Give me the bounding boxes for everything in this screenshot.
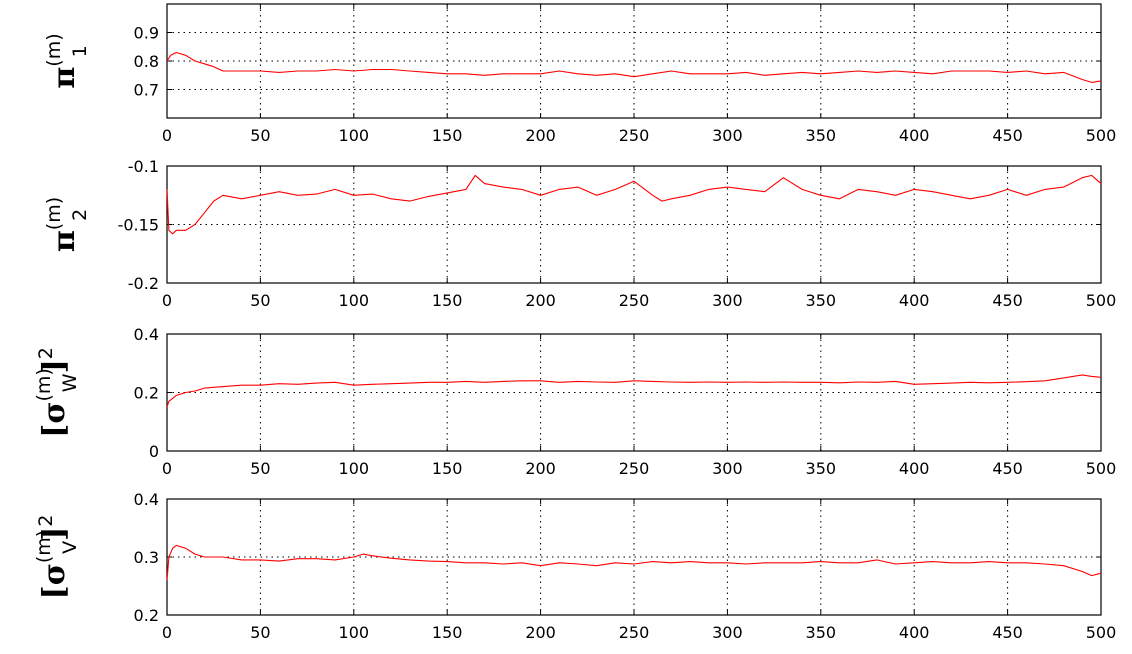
ylabel-power: 2 <box>35 347 57 359</box>
x-tick-label: 350 <box>806 623 837 642</box>
ylabel-subscript: 1 <box>69 45 91 57</box>
ylabel-subscript: 2 <box>69 209 91 221</box>
ylabel-superscript: (m) <box>43 33 65 66</box>
ylabel-bracket-close: ] <box>37 527 72 541</box>
x-tick-label: 100 <box>339 126 370 145</box>
x-tick-label: 0 <box>162 126 172 145</box>
plot-frame <box>166 498 1102 616</box>
x-tick-label: 300 <box>712 126 743 145</box>
x-tick-label: 150 <box>432 126 463 145</box>
x-tick-label: 200 <box>525 291 556 310</box>
series-line <box>166 51 1102 83</box>
x-tick-label: 150 <box>432 623 463 642</box>
x-tick-label: 250 <box>619 126 650 145</box>
y-tick-label: 0.2 <box>134 606 159 625</box>
subplot-4: 0 50 100 150 200 250 300 350 400 450 500 0.2 0.3 0.4 [… <box>33 490 1116 642</box>
y-tick-label: 0.4 <box>134 325 159 344</box>
x-tick-label: 400 <box>899 291 930 310</box>
x-tick-label: 200 <box>525 623 556 642</box>
x-tick-label: 250 <box>619 623 650 642</box>
x-tick-label: 500 <box>1086 459 1117 478</box>
x-tick-label: 450 <box>992 623 1023 642</box>
ylabel-bracket-close: ] <box>37 359 72 373</box>
x-tick-label: 50 <box>250 459 270 478</box>
x-tick-label: 50 <box>250 126 270 145</box>
x-tick-label: 400 <box>899 623 930 642</box>
series-line <box>166 544 1102 581</box>
ylabel-superscript: (m) <box>33 530 55 563</box>
ylabel-bracket-open: [ <box>37 424 72 438</box>
x-tick-label: 450 <box>992 126 1023 145</box>
x-tick-label: 350 <box>806 459 837 478</box>
x-tick-label: 100 <box>339 459 370 478</box>
series-line <box>166 374 1102 408</box>
y-tick-label: 0.3 <box>134 548 159 567</box>
series-line <box>166 174 1102 235</box>
x-tick-label: 300 <box>712 459 743 478</box>
x-tick-label: 150 <box>432 459 463 478</box>
x-tick-label: 350 <box>806 291 837 310</box>
y-tick-label: 0.7 <box>134 81 159 100</box>
x-tick-label: 500 <box>1086 126 1117 145</box>
x-tick-label: 400 <box>899 459 930 478</box>
x-tick-label: 300 <box>712 291 743 310</box>
ylabel-power: 2 <box>35 515 57 527</box>
y-tick-label: 0.2 <box>134 384 159 403</box>
y-axis-label: [σ(m) V]2 <box>33 515 81 600</box>
y-tick-label: 0.9 <box>134 24 159 43</box>
ylabel-symbol: π <box>47 67 82 89</box>
ylabel-superscript: (m) <box>43 197 65 230</box>
ylabel-bracket-open: [ <box>37 585 72 599</box>
x-tick-label: 350 <box>806 126 837 145</box>
x-tick-label: 0 <box>162 623 172 642</box>
y-axis-label: [σ(m) W]2 <box>33 347 81 438</box>
y-tick-label: 0.4 <box>134 490 159 509</box>
ylabel-symbol: σ <box>37 402 72 424</box>
subplot-2: 0 50 100 150 200 250 300 350 400 450 500 -0.2 -0.15 -… <box>43 157 1116 310</box>
x-tick-label: 400 <box>899 126 930 145</box>
subplot-3: 0 50 100 150 200 250 300 350 400 450 500 0 0.2 0.4 [σ(… <box>33 325 1116 478</box>
ylabel-subscript: V <box>59 541 81 554</box>
x-tick-label: 0 <box>162 291 172 310</box>
x-tick-label: 0 <box>162 459 172 478</box>
x-tick-label: 500 <box>1086 291 1117 310</box>
x-tick-label: 100 <box>339 623 370 642</box>
y-axis-label: π(m) 2 <box>43 197 91 252</box>
y-tick-label: 0.8 <box>134 52 159 71</box>
y-tick-label: -0.1 <box>128 157 159 176</box>
y-tick-label: 0 <box>149 442 159 461</box>
y-tick-label: -0.2 <box>128 274 159 293</box>
x-tick-label: 250 <box>619 291 650 310</box>
y-axis-label: π(m) 1 <box>43 33 91 88</box>
subplot-1: 0 50 100 150 200 250 300 350 400 450 500 0.7 0.8 0.9 π… <box>43 3 1117 145</box>
x-tick-label: 50 <box>250 291 270 310</box>
ylabel-subscript: W <box>59 373 81 392</box>
y-tick-label: -0.15 <box>118 216 159 235</box>
ylabel-symbol: π <box>47 230 82 252</box>
x-tick-label: 200 <box>525 459 556 478</box>
ylabel-symbol: σ <box>37 563 72 585</box>
plot-frame <box>166 333 1102 452</box>
x-tick-label: 450 <box>992 291 1023 310</box>
ylabel-superscript: (m) <box>33 368 55 401</box>
x-tick-label: 50 <box>250 623 270 642</box>
x-tick-label: 200 <box>525 126 556 145</box>
x-tick-label: 250 <box>619 459 650 478</box>
plot-frame <box>166 165 1102 284</box>
x-tick-label: 100 <box>339 291 370 310</box>
x-tick-label: 300 <box>712 623 743 642</box>
x-tick-label: 500 <box>1086 623 1117 642</box>
x-tick-label: 150 <box>432 291 463 310</box>
x-tick-label: 450 <box>992 459 1023 478</box>
